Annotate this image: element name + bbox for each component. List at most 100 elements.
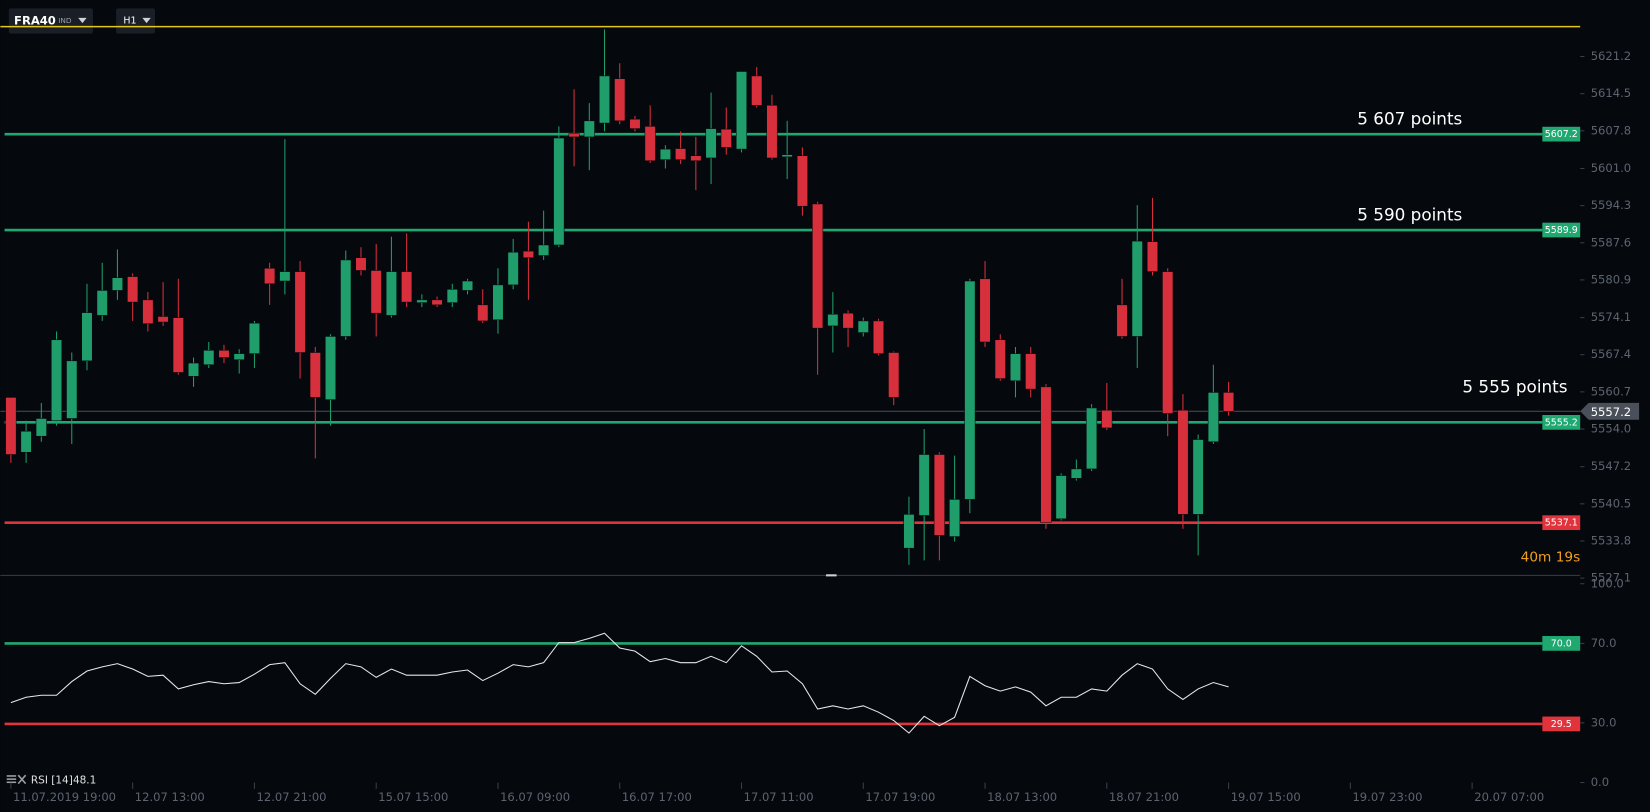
candle-body <box>1009 353 1022 382</box>
level-tag <box>1542 126 1581 142</box>
candle-body <box>188 362 200 377</box>
y-tick-label: 5540.5 <box>1591 496 1631 510</box>
rsi-icon <box>6 774 27 785</box>
candle-body <box>812 203 824 329</box>
candle-body <box>325 336 337 400</box>
candle-body <box>857 320 869 333</box>
timer: 40m 19s <box>1521 549 1581 565</box>
candle-body <box>233 353 245 360</box>
level-tag <box>1542 222 1581 238</box>
x-tick-label: 15.07 15:00 <box>378 790 448 804</box>
y-tick-label: 5547.2 <box>1591 459 1631 473</box>
candle-body <box>264 268 276 285</box>
candle-body <box>553 137 565 246</box>
candle-body <box>979 278 991 343</box>
y-tick-label: 5580.9 <box>1591 272 1631 286</box>
x-tick-label: 19.07 15:00 <box>1231 790 1301 804</box>
x-tick-label: 12.07 13:00 <box>135 790 205 804</box>
candle-body <box>35 418 47 437</box>
candle-body <box>842 312 854 329</box>
candle-body <box>644 126 656 162</box>
x-tick-label: 12.07 21:00 <box>257 790 327 804</box>
candle-body <box>751 75 763 106</box>
x-tick-label: 17.07 11:00 <box>744 790 814 804</box>
candle-body <box>1025 353 1037 390</box>
candle-body <box>401 271 413 303</box>
candle-body <box>1116 304 1128 337</box>
y-tick-label: 5560.7 <box>1591 384 1631 398</box>
candle-body <box>477 304 489 322</box>
candle-body <box>1131 240 1143 337</box>
candle-body <box>781 154 793 158</box>
candle-body <box>507 251 519 286</box>
x-tick-label: 16.07 17:00 <box>622 790 692 804</box>
x-tick-label: 11.07.2019 19:00 <box>13 790 116 804</box>
level-text: 5 555 points <box>1462 377 1567 397</box>
candle-body <box>903 514 915 549</box>
candle-body <box>416 299 428 303</box>
candle-body <box>309 352 321 398</box>
candle-body <box>461 280 474 291</box>
candle-body <box>81 312 93 362</box>
candle-body <box>659 148 671 160</box>
level-tag <box>1542 716 1581 732</box>
candle-body <box>172 317 184 373</box>
candle-body <box>355 257 367 271</box>
candle-body <box>1086 407 1098 470</box>
candle-body <box>583 120 595 138</box>
candle-body <box>142 299 154 324</box>
candle-body <box>20 430 32 453</box>
symbol: FRA40 <box>14 14 56 28</box>
dropdown-arrow <box>142 17 151 24</box>
candle-body <box>735 71 748 150</box>
candle-body <box>51 339 63 421</box>
candle-body <box>1223 392 1235 412</box>
candle-body <box>127 276 139 303</box>
candle-body <box>675 148 687 160</box>
candle-body <box>690 155 702 162</box>
y-tick-label: 5574.1 <box>1591 310 1631 324</box>
candle-body <box>1055 475 1067 520</box>
candle-body <box>888 352 900 398</box>
candle-body <box>538 244 550 256</box>
candle-body <box>933 454 945 536</box>
candle-body <box>157 316 169 323</box>
rsi-name: RSI [14] <box>31 774 73 786</box>
candle-body <box>705 128 717 159</box>
y-tick-label: 5614.5 <box>1591 86 1631 100</box>
candle-body <box>1177 409 1189 515</box>
level-tag-label: 5607.2 <box>1545 129 1578 140</box>
x-tick-label: 19.07 23:00 <box>1352 790 1422 804</box>
candle-body <box>1162 271 1174 414</box>
candle-body <box>522 250 534 259</box>
candle-body <box>5 397 17 455</box>
x-tick-label: 18.07 21:00 <box>1109 790 1179 804</box>
rsi-value: 48.1 <box>73 774 96 786</box>
current-price-label: 5557.2 <box>1591 405 1631 419</box>
candle-body <box>568 133 580 138</box>
y-tick-label: 70.0 <box>1591 636 1617 650</box>
level-text: 5 590 points <box>1357 204 1462 224</box>
candle-body <box>994 339 1006 379</box>
y-tick-label: 0.0 <box>1591 775 1609 789</box>
y-tick-label: 5601.0 <box>1591 161 1631 175</box>
level-tag <box>1542 636 1581 651</box>
candle-body <box>964 280 976 500</box>
candle-body <box>248 322 260 354</box>
candle-body <box>279 271 291 282</box>
y-tick-label: 5607.8 <box>1591 123 1631 137</box>
timeframe: H1 <box>123 16 136 27</box>
candle-body <box>949 499 961 537</box>
level-tag-label: 70.0 <box>1551 638 1572 649</box>
y-tick-label: 5567.4 <box>1591 347 1631 361</box>
dropdown-arrow <box>78 17 87 24</box>
pane-handle[interactable] <box>826 574 837 577</box>
x-tick-label: 16.07 09:00 <box>500 790 570 804</box>
candle-body <box>111 277 123 291</box>
candle-body <box>614 78 626 122</box>
y-tick-label: 5587.6 <box>1591 235 1631 249</box>
y-tick-label: 5594.3 <box>1591 198 1631 212</box>
candle-body <box>370 270 382 314</box>
level-tag-label: 29.5 <box>1551 719 1572 730</box>
